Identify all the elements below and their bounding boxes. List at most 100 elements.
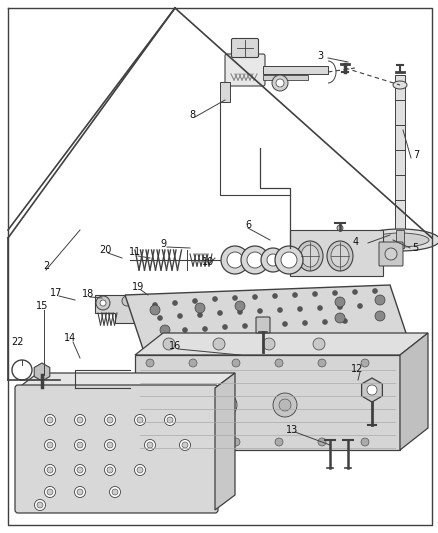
- Polygon shape: [34, 363, 50, 381]
- Circle shape: [275, 438, 283, 446]
- Ellipse shape: [360, 229, 438, 251]
- Circle shape: [212, 296, 218, 302]
- Text: 18: 18: [82, 289, 94, 299]
- Circle shape: [215, 343, 225, 353]
- Circle shape: [107, 442, 113, 448]
- Circle shape: [227, 252, 243, 268]
- Circle shape: [152, 303, 158, 308]
- Circle shape: [307, 335, 312, 341]
- Ellipse shape: [331, 245, 349, 267]
- Text: 8: 8: [189, 110, 195, 120]
- Text: 6: 6: [245, 220, 251, 230]
- Polygon shape: [18, 373, 235, 388]
- Circle shape: [77, 417, 83, 423]
- Circle shape: [160, 325, 170, 335]
- Circle shape: [192, 298, 198, 303]
- Circle shape: [183, 327, 187, 333]
- Circle shape: [122, 296, 132, 306]
- Circle shape: [189, 359, 197, 367]
- Circle shape: [261, 248, 285, 272]
- Circle shape: [243, 324, 247, 328]
- Circle shape: [335, 313, 345, 323]
- Circle shape: [247, 252, 263, 268]
- Circle shape: [318, 359, 326, 367]
- Circle shape: [137, 417, 143, 423]
- Circle shape: [153, 393, 177, 417]
- Circle shape: [297, 306, 303, 311]
- Circle shape: [272, 75, 288, 91]
- Text: 15: 15: [36, 301, 48, 311]
- Circle shape: [146, 438, 154, 446]
- Circle shape: [77, 467, 83, 473]
- Circle shape: [232, 438, 240, 446]
- Text: 7: 7: [413, 150, 419, 160]
- Polygon shape: [362, 378, 382, 402]
- Text: 2: 2: [43, 261, 49, 271]
- Circle shape: [100, 300, 106, 306]
- Ellipse shape: [327, 241, 353, 271]
- Circle shape: [45, 440, 56, 450]
- Circle shape: [385, 248, 397, 260]
- Circle shape: [195, 303, 205, 313]
- Circle shape: [187, 343, 192, 348]
- Circle shape: [146, 359, 154, 367]
- Circle shape: [213, 338, 225, 350]
- Circle shape: [318, 305, 322, 311]
- Circle shape: [182, 442, 188, 448]
- Circle shape: [338, 304, 343, 310]
- Circle shape: [112, 489, 118, 495]
- Circle shape: [189, 438, 197, 446]
- Circle shape: [278, 308, 283, 312]
- Circle shape: [167, 417, 173, 423]
- Ellipse shape: [371, 233, 429, 247]
- Circle shape: [158, 316, 162, 320]
- Circle shape: [74, 415, 85, 425]
- Circle shape: [163, 338, 175, 350]
- Circle shape: [272, 294, 278, 298]
- Circle shape: [312, 292, 318, 296]
- Circle shape: [279, 399, 291, 411]
- Circle shape: [361, 359, 369, 367]
- Circle shape: [318, 438, 326, 446]
- Circle shape: [145, 440, 155, 450]
- Circle shape: [232, 359, 240, 367]
- Circle shape: [357, 303, 363, 309]
- Text: 5: 5: [412, 243, 418, 253]
- Circle shape: [45, 487, 56, 497]
- FancyBboxPatch shape: [379, 242, 403, 266]
- Circle shape: [96, 296, 110, 310]
- Circle shape: [235, 301, 245, 311]
- Circle shape: [275, 246, 303, 274]
- Circle shape: [328, 335, 332, 340]
- Circle shape: [74, 440, 85, 450]
- Text: 9: 9: [160, 239, 166, 249]
- Circle shape: [219, 399, 231, 411]
- Circle shape: [202, 327, 208, 332]
- Circle shape: [110, 487, 120, 497]
- Circle shape: [237, 310, 243, 314]
- Bar: [263, 66, 328, 74]
- Polygon shape: [95, 295, 185, 323]
- Circle shape: [12, 360, 32, 380]
- Circle shape: [262, 322, 268, 327]
- Circle shape: [375, 295, 385, 305]
- Circle shape: [247, 338, 252, 343]
- Circle shape: [47, 467, 53, 473]
- Circle shape: [313, 338, 325, 350]
- Circle shape: [105, 415, 116, 425]
- Circle shape: [105, 464, 116, 475]
- Circle shape: [267, 254, 279, 266]
- Circle shape: [223, 325, 227, 329]
- Text: 16: 16: [169, 341, 181, 351]
- Circle shape: [293, 293, 297, 297]
- FancyBboxPatch shape: [225, 54, 265, 86]
- Circle shape: [150, 305, 160, 315]
- Circle shape: [170, 345, 180, 355]
- Circle shape: [337, 225, 343, 231]
- Bar: [396, 230, 404, 248]
- Circle shape: [287, 336, 293, 342]
- Text: 19: 19: [132, 282, 144, 292]
- Circle shape: [335, 297, 345, 307]
- Circle shape: [372, 288, 378, 294]
- Circle shape: [361, 438, 369, 446]
